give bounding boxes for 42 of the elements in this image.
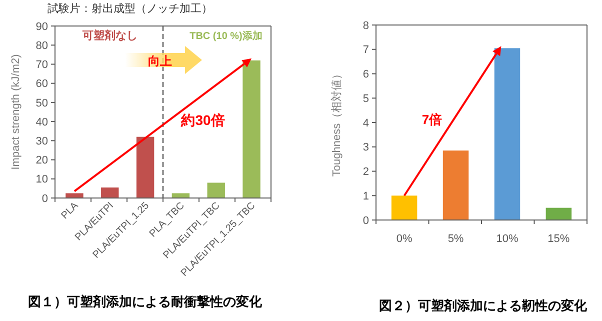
y-tick-label: 10 bbox=[36, 174, 48, 186]
bar bbox=[207, 182, 225, 198]
bar bbox=[136, 136, 154, 198]
y-tick-label: 1 bbox=[362, 190, 369, 202]
y-tick-label: 7 bbox=[362, 44, 369, 56]
bar bbox=[101, 187, 119, 198]
x-tick-label: 0% bbox=[396, 233, 412, 245]
annotation: 可塑剤なし bbox=[82, 29, 138, 42]
y-tick-label: 8 bbox=[362, 20, 369, 32]
annotation: 7倍 bbox=[422, 112, 442, 127]
bar bbox=[494, 48, 520, 220]
y-tick-label: 4 bbox=[362, 117, 369, 130]
y-tick-label: 40 bbox=[36, 116, 48, 128]
y-tick-label: 2 bbox=[362, 166, 369, 178]
caption: 図２）可塑剤添加による靭性の変化 bbox=[379, 298, 588, 313]
x-tick-label: 5% bbox=[448, 233, 464, 245]
chart-title: 試験片：射出成型（ノッチ加工） bbox=[48, 2, 212, 15]
y-tick-label: 30 bbox=[36, 136, 48, 148]
bar bbox=[546, 208, 572, 220]
y-tick-label: 0 bbox=[42, 192, 48, 205]
y-tick-label: 3 bbox=[362, 142, 369, 154]
bar bbox=[442, 150, 469, 220]
y-tick-label: 5 bbox=[362, 92, 369, 105]
y-tick-label: 6 bbox=[362, 68, 369, 81]
y-tick-label: 80 bbox=[36, 40, 48, 52]
y-tick-label: 50 bbox=[36, 97, 48, 110]
y-tick-label: 60 bbox=[36, 78, 48, 90]
y-axis-title: Toughness（相対値） bbox=[330, 68, 343, 177]
x-tick-label: 15% bbox=[548, 233, 570, 245]
y-axis-title: Impact strength (kJ/m2) bbox=[10, 54, 22, 170]
bar bbox=[172, 193, 190, 198]
annotation: 向上 bbox=[148, 54, 172, 68]
caption: 図１）可塑剤添加による耐衝撃性の変化 bbox=[28, 294, 263, 309]
bar bbox=[66, 193, 84, 198]
y-tick-label: 20 bbox=[36, 154, 48, 167]
y-tick-label: 90 bbox=[36, 20, 48, 33]
x-tick-label: 10% bbox=[496, 233, 518, 245]
y-tick-label: 0 bbox=[362, 214, 369, 227]
y-tick-label: 70 bbox=[36, 59, 48, 72]
annotation: 約30倍 bbox=[180, 112, 225, 128]
annotation: TBC (10 %)添加 bbox=[190, 30, 262, 42]
bar bbox=[391, 196, 418, 220]
